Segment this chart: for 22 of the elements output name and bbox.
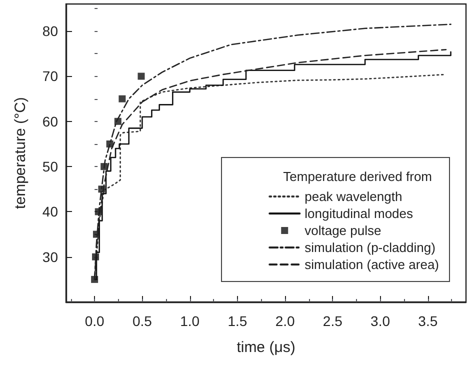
y-tick-label: 80 [42, 23, 58, 40]
legend-label: peak wavelength [304, 189, 402, 204]
x-tick-label: 1.5 [228, 313, 248, 329]
y-tick-label: 70 [42, 68, 58, 84]
x-axis-title: time (μs) [236, 339, 296, 356]
y-axis-title: temperature (°C) [12, 97, 29, 209]
legend-title: Temperature derived from [283, 169, 432, 184]
x-tick-label: 1.0 [180, 313, 200, 329]
x-tick-label: 0.0 [84, 313, 105, 329]
x-tick-label: 3.5 [418, 313, 438, 329]
y-tick-label: 40 [42, 204, 58, 220]
legend-label: simulation (p-cladding) [304, 240, 436, 255]
x-tick-label: 0.5 [132, 313, 152, 329]
legend-label: voltage pulse [304, 223, 382, 238]
x-tick-label: 2.5 [322, 313, 343, 329]
legend-label: simulation (active area) [304, 257, 440, 272]
x-tick-label: 3.0 [370, 313, 390, 329]
legend-label: longitudinal modes [304, 206, 414, 221]
y-tick-label: 30 [42, 248, 58, 265]
x-tick-label: 2.0 [275, 313, 295, 329]
y-tick-label: 50 [42, 158, 58, 175]
y-tick-label: 60 [42, 113, 58, 130]
